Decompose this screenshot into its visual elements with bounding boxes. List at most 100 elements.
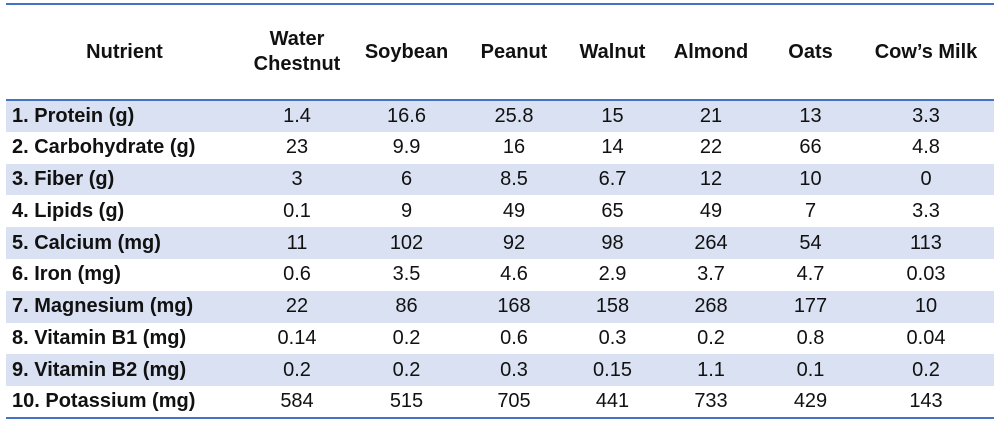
cell-walnut: 98 bbox=[601, 231, 624, 254]
table-row: 1. Protein (g) 1.4 16.6 25.8 15 21 13 3.3 bbox=[6, 100, 994, 132]
cell-soybean: 515 bbox=[351, 386, 462, 419]
cell-cows-milk: 0.03 bbox=[906, 263, 946, 286]
row-label: 1. Protein (g) bbox=[12, 104, 135, 127]
cell-cows-milk: 0.2 bbox=[912, 358, 940, 381]
cell-cows-milk: 113 bbox=[910, 231, 942, 254]
table-row: 6. Iron (mg) 0.6 3.5 4.6 2.9 3.7 4.7 0.03 bbox=[6, 258, 994, 291]
cell-walnut: 65 bbox=[601, 199, 624, 222]
header-cows-milk: Cow’s Milk bbox=[858, 3, 994, 101]
cell-peanut: 4.6 bbox=[500, 263, 528, 286]
cell-walnut: 6.7 bbox=[598, 167, 627, 190]
table-row: 8. Vitamin B1 (mg) 0.14 0.2 0.6 0.3 0.2 0.8 0.0… bbox=[6, 322, 994, 355]
cell-walnut: 0.15 bbox=[593, 358, 632, 381]
cell-cows-milk: 3.3 bbox=[912, 104, 940, 127]
cell-cows-milk: 0 bbox=[920, 167, 932, 190]
cell-water-chestnut: 23 bbox=[285, 136, 309, 159]
cell-water-chestnut: 1.4 bbox=[283, 104, 311, 127]
row-label: 3. Fiber (g) bbox=[12, 167, 115, 190]
cell-peanut: 0.6 bbox=[500, 326, 528, 349]
cell-walnut: 2.9 bbox=[598, 263, 627, 286]
cell-cows-milk: 143 bbox=[858, 386, 994, 419]
cell-cows-milk: 4.8 bbox=[912, 136, 940, 159]
cell-peanut: 0.3 bbox=[500, 358, 528, 381]
cell-almond: 268 bbox=[694, 295, 728, 318]
cell-oats: 429 bbox=[763, 386, 858, 419]
row-label: 4. Lipids (g) bbox=[12, 199, 125, 222]
cell-walnut: 158 bbox=[595, 295, 630, 318]
cell-oats: 66 bbox=[799, 136, 822, 159]
cell-oats: 4.7 bbox=[796, 263, 825, 286]
cell-water-chestnut: 584 bbox=[243, 386, 351, 419]
cell-peanut: 16 bbox=[502, 136, 526, 159]
cell-oats: 54 bbox=[799, 231, 822, 254]
cell-oats: 0.8 bbox=[796, 326, 825, 349]
cell-peanut: 25.8 bbox=[494, 104, 534, 127]
cell-water-chestnut: 0.2 bbox=[283, 358, 311, 381]
row-label: 7. Magnesium (mg) bbox=[12, 295, 194, 318]
table-row: 4. Lipids (g) 0.1 9 49 65 49 7 3.3 bbox=[6, 195, 994, 228]
header-water-chestnut: Water Chestnut bbox=[243, 3, 351, 101]
table-row: 9. Vitamin B2 (mg) 0.2 0.2 0.3 0.15 1.1 0.1 0.2 bbox=[6, 354, 994, 387]
header-nutrient: Nutrient bbox=[6, 3, 243, 101]
cell-peanut: 705 bbox=[462, 386, 566, 419]
row-label: 2. Carbohydrate (g) bbox=[12, 136, 196, 159]
cell-soybean: 0.2 bbox=[392, 326, 421, 349]
cell-walnut: 14 bbox=[601, 136, 624, 159]
table-row: 2. Carbohydrate (g) 23 9.9 16 14 22 66 4.8 bbox=[6, 131, 994, 164]
cell-almond: 264 bbox=[694, 231, 728, 254]
header-oats: Oats bbox=[763, 3, 858, 101]
cell-soybean: 9.9 bbox=[392, 136, 421, 159]
cell-water-chestnut: 0.1 bbox=[283, 199, 311, 222]
cell-walnut: 15 bbox=[601, 104, 624, 127]
header-soybean: Soybean bbox=[351, 3, 462, 101]
row-label: 5. Calcium (mg) bbox=[12, 231, 161, 254]
cell-walnut: 0.3 bbox=[598, 326, 627, 349]
cell-almond: 12 bbox=[699, 167, 723, 190]
cell-water-chestnut: 0.14 bbox=[277, 326, 317, 349]
cell-peanut: 168 bbox=[497, 295, 531, 318]
cell-soybean: 86 bbox=[395, 295, 418, 318]
cell-oats: 177 bbox=[793, 295, 828, 318]
cell-almond: 21 bbox=[699, 104, 723, 127]
cell-peanut: 8.5 bbox=[500, 167, 528, 190]
table-header-row: Nutrient Water Chestnut Soybean Peanut W… bbox=[6, 3, 994, 101]
nutrient-comparison-table: Nutrient Water Chestnut Soybean Peanut W… bbox=[6, 3, 994, 419]
cell-soybean: 16.6 bbox=[387, 104, 426, 127]
cell-soybean: 102 bbox=[389, 231, 424, 254]
cell-peanut: 49 bbox=[502, 199, 526, 222]
cell-oats: 7 bbox=[804, 199, 817, 222]
cell-soybean: 6 bbox=[400, 167, 413, 190]
cell-soybean: 3.5 bbox=[392, 263, 421, 286]
cell-cows-milk: 10 bbox=[914, 295, 938, 318]
header-peanut: Peanut bbox=[462, 3, 566, 101]
header-walnut: Walnut bbox=[566, 3, 659, 101]
table-row: 3. Fiber (g) 3 6 8.5 6.7 12 10 0 bbox=[6, 163, 994, 196]
cell-almond: 1.1 bbox=[697, 358, 725, 381]
cell-water-chestnut: 11 bbox=[286, 231, 308, 254]
cell-cows-milk: 0.04 bbox=[906, 326, 946, 349]
table-row: 5. Calcium (mg) 11 102 92 98 264 54 113 bbox=[6, 227, 994, 259]
cell-cows-milk: 3.3 bbox=[912, 199, 940, 222]
cell-oats: 0.1 bbox=[796, 358, 825, 381]
cell-soybean: 9 bbox=[400, 199, 413, 222]
cell-almond: 22 bbox=[699, 136, 723, 159]
row-label: 9. Vitamin B2 (mg) bbox=[12, 358, 187, 381]
cell-almond: 49 bbox=[699, 199, 723, 222]
cell-almond: 3.7 bbox=[697, 263, 725, 286]
table-body: 1. Protein (g) 1.4 16.6 25.8 15 21 13 3.3 2. Car… bbox=[6, 100, 994, 419]
header-almond: Almond bbox=[659, 3, 763, 101]
cell-oats: 10 bbox=[799, 167, 822, 190]
table-row: 10. Potassium (mg) 584 515 705 441 733 429 143 bbox=[6, 386, 994, 419]
cell-peanut: 92 bbox=[502, 231, 526, 254]
nutrient-table-container: Nutrient Water Chestnut Soybean Peanut W… bbox=[6, 3, 994, 419]
table-row: 7. Magnesium (mg) 22 86 168 158 268 177 10 bbox=[6, 290, 994, 323]
row-label: 10. Potassium (mg) bbox=[6, 386, 243, 419]
cell-oats: 13 bbox=[799, 104, 822, 127]
row-label: 6. Iron (mg) bbox=[12, 263, 121, 286]
cell-almond: 733 bbox=[659, 386, 763, 419]
cell-walnut: 441 bbox=[566, 386, 659, 419]
row-label: 8. Vitamin B1 (mg) bbox=[12, 326, 187, 349]
cell-almond: 0.2 bbox=[697, 326, 725, 349]
cell-water-chestnut: 3 bbox=[291, 167, 303, 190]
cell-water-chestnut: 22 bbox=[285, 295, 309, 318]
